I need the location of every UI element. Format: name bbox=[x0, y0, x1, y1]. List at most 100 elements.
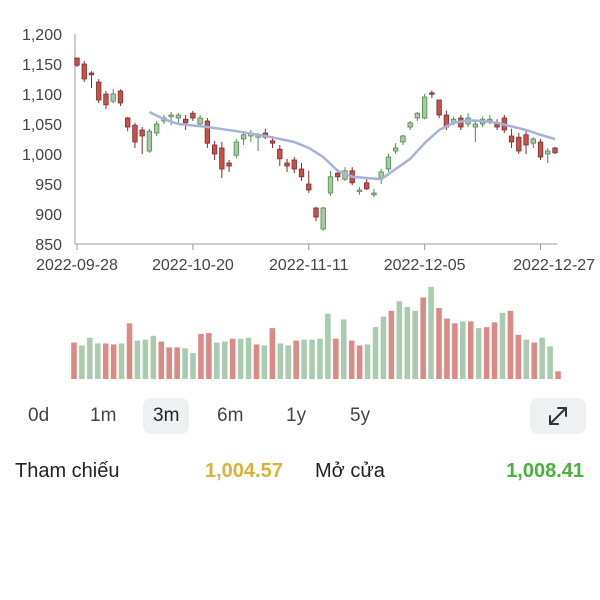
candle-body bbox=[132, 124, 138, 143]
candle bbox=[211, 140, 218, 160]
candle-body bbox=[508, 135, 515, 143]
candle bbox=[125, 116, 131, 132]
volume-bar bbox=[118, 343, 125, 379]
candle bbox=[364, 179, 370, 190]
volume-bar bbox=[94, 343, 101, 379]
candle bbox=[139, 127, 145, 154]
candle bbox=[233, 139, 239, 159]
candle-body bbox=[204, 120, 211, 144]
range-5y-button[interactable]: 5y bbox=[350, 405, 371, 426]
candle bbox=[530, 137, 536, 148]
candle-body bbox=[110, 93, 116, 102]
candle bbox=[436, 99, 442, 118]
candle-body bbox=[523, 134, 529, 146]
candle bbox=[291, 157, 297, 174]
candle bbox=[385, 154, 392, 172]
candle-body bbox=[407, 122, 413, 128]
candle-body bbox=[226, 162, 232, 167]
candle-body bbox=[139, 129, 145, 137]
candle-body bbox=[472, 123, 478, 128]
volume-bar bbox=[134, 340, 141, 379]
range-3m-button[interactable]: 3m bbox=[143, 398, 190, 434]
candle bbox=[248, 130, 254, 142]
volume-bar bbox=[499, 312, 506, 379]
volume-bar bbox=[412, 310, 418, 379]
candle-body bbox=[168, 114, 174, 118]
candle-body bbox=[190, 112, 196, 119]
volume-bar bbox=[110, 344, 117, 379]
candle-body bbox=[364, 182, 370, 190]
expand-chart-button[interactable] bbox=[530, 398, 586, 434]
volume-bar bbox=[523, 339, 530, 379]
volume-bar bbox=[420, 297, 426, 379]
candle-body bbox=[385, 156, 392, 170]
candle bbox=[545, 148, 551, 163]
volume-bar bbox=[158, 341, 165, 379]
candle-body bbox=[306, 183, 312, 191]
volume-series bbox=[71, 286, 561, 379]
candle-body bbox=[182, 118, 189, 124]
candle-body bbox=[421, 96, 428, 119]
volume-bar bbox=[301, 339, 307, 379]
candle-body bbox=[400, 135, 406, 143]
open-value: 1,008.41 bbox=[506, 460, 584, 482]
volume-bar bbox=[348, 340, 355, 379]
candle-body bbox=[211, 144, 218, 155]
candle bbox=[175, 113, 182, 124]
volume-bar bbox=[102, 343, 109, 379]
candle bbox=[537, 139, 544, 160]
candle-body bbox=[393, 147, 399, 152]
candle bbox=[371, 188, 377, 198]
volume-bar bbox=[317, 338, 323, 379]
candle bbox=[103, 91, 109, 109]
volume-bar bbox=[126, 323, 133, 379]
volume-bar bbox=[483, 327, 490, 379]
range-1y-button[interactable]: 1y bbox=[286, 405, 307, 426]
candle bbox=[146, 128, 153, 153]
volume-bar bbox=[261, 345, 268, 379]
candle bbox=[81, 61, 87, 82]
volume-bar bbox=[452, 323, 458, 379]
volume-bar bbox=[372, 327, 379, 379]
x-axis: 2022-09-28 2022-10-20 2022-11-11 2022-12-05… bbox=[36, 243, 595, 274]
range-0d-button[interactable]: 0d bbox=[28, 405, 50, 426]
range-6m-button[interactable]: 6m bbox=[217, 405, 244, 426]
volume-bar bbox=[515, 334, 522, 379]
candle bbox=[219, 142, 225, 178]
candle-body bbox=[175, 114, 182, 119]
candle-body bbox=[429, 92, 435, 95]
range-1m-button[interactable]: 1m bbox=[90, 405, 117, 426]
candle bbox=[190, 110, 196, 121]
volume-bar bbox=[87, 337, 93, 379]
reference-value: 1,004.57 bbox=[205, 460, 283, 482]
candle-body bbox=[313, 207, 319, 218]
volume-bar bbox=[364, 344, 371, 379]
candle bbox=[88, 71, 95, 88]
x-tick-label: 2022-12-05 bbox=[384, 257, 466, 274]
candle-body bbox=[240, 134, 247, 140]
candle bbox=[356, 187, 363, 195]
candle-body bbox=[233, 141, 239, 156]
y-axis: 1,200 1,150 1,100 1,050 1,000 950 900 850 bbox=[22, 27, 76, 254]
candle bbox=[132, 122, 138, 148]
candle bbox=[298, 163, 305, 181]
volume-bar bbox=[380, 316, 387, 379]
candle bbox=[110, 89, 116, 103]
candle-body bbox=[81, 63, 87, 80]
candle bbox=[400, 134, 406, 145]
volume-bar bbox=[309, 339, 315, 379]
reference-label: Tham chiếu bbox=[15, 460, 120, 482]
candle bbox=[204, 118, 211, 148]
volume-bar bbox=[277, 343, 284, 379]
y-tick-label: 1,150 bbox=[22, 57, 62, 74]
volume-bar bbox=[206, 332, 212, 379]
candle bbox=[378, 169, 384, 184]
candle bbox=[320, 206, 326, 231]
volume-bar bbox=[333, 338, 339, 379]
candle bbox=[327, 170, 334, 196]
y-tick-label: 850 bbox=[35, 237, 62, 254]
candle-body bbox=[537, 141, 544, 158]
candle bbox=[306, 170, 312, 193]
volume-bar bbox=[396, 301, 403, 379]
time-range-selector: 0d 1m 3m 6m 1y 5y bbox=[0, 396, 600, 440]
